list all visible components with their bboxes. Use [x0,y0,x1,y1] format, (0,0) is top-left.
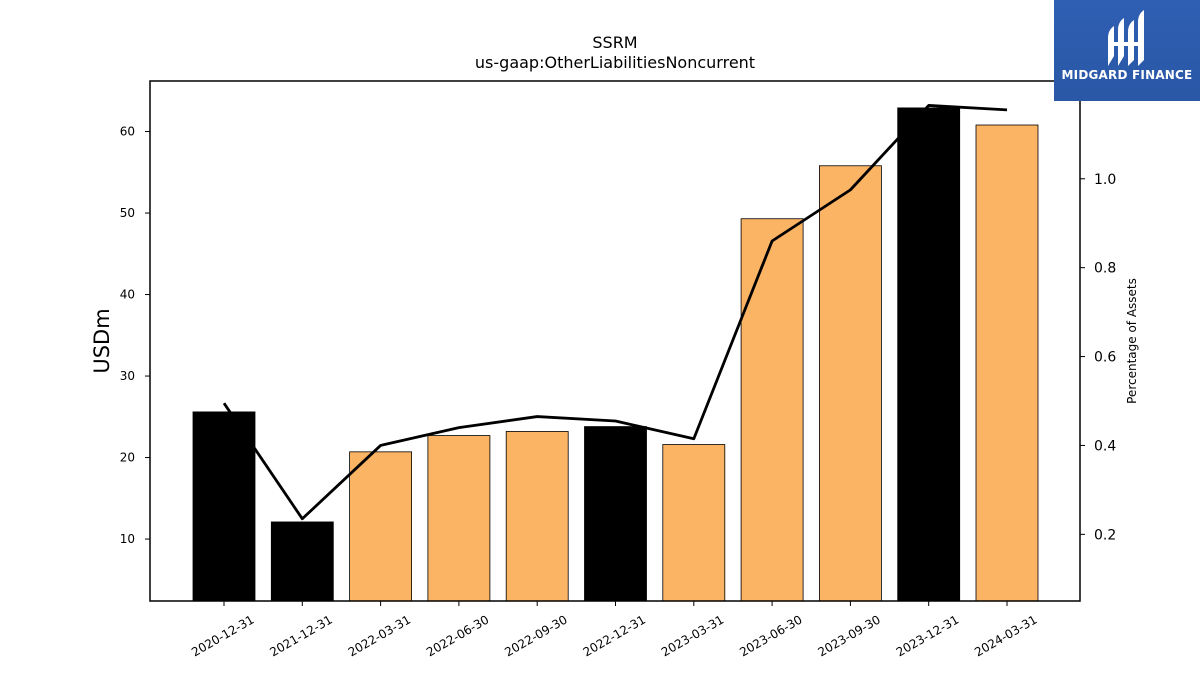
y-axis-label-left: USDm [90,308,114,373]
x-tick-label: 2022-09-30 [502,612,569,659]
x-tick-label: 2021-12-31 [267,612,334,659]
logo-text: MIDGARD FINANCE [1061,68,1193,82]
bar-2020-12-31 [192,411,256,602]
line-series [222,104,1008,521]
x-tick-label: 2022-03-31 [346,612,413,659]
y-tick-left-label: 60 [120,125,135,139]
y-tick-left-label: 40 [120,288,135,302]
bar-2023-09-30 [819,165,882,602]
bar-2022-03-31 [349,451,413,602]
x-tick-label: 2022-12-31 [581,612,648,659]
y-tick-right-label: 0.4 [1094,438,1116,454]
bar-2023-03-31 [662,444,726,602]
bar-2022-06-30 [427,435,491,602]
y-axis-label-right: Percentage of Assets [1125,278,1139,404]
x-tick-label: 2023-09-30 [815,612,882,659]
bar-2024-03-31 [975,124,1039,602]
logo-mark-icon [1108,10,1144,66]
x-tick-label: 2023-12-31 [894,612,961,659]
x-tick-label: 2023-06-30 [737,612,804,659]
bar-2023-06-30 [740,218,804,602]
y-tick-left-label: 50 [120,206,135,220]
x-tick-label: 2024-03-31 [972,612,1039,659]
y-tick-left-label: 10 [120,532,135,546]
x-tick-label: 2020-12-31 [189,612,256,659]
bar-2022-09-30 [505,431,569,602]
bars [192,107,1039,602]
y-tick-right-label: 0.2 [1094,527,1116,543]
bar-2022-12-31 [584,426,647,602]
y-axis-right: 0.2 0.4 0.6 0.8 1.0 [1080,172,1116,543]
y-tick-right-label: 0.6 [1094,350,1116,366]
x-tick-label: 2022-06-30 [424,612,491,659]
y-tick-left-label: 30 [120,369,135,383]
y-tick-right-label: 1.0 [1094,172,1116,188]
y-tick-right-label: 0.8 [1094,261,1116,277]
chart-title: SSRM [592,33,637,52]
bar-2023-12-31 [897,107,961,602]
line-path [222,104,1008,521]
midgard-finance-logo: MIDGARD FINANCE [1054,0,1200,101]
x-tick-label: 2023-03-31 [659,612,726,659]
x-axis: 2020-12-31 2021-12-31 2022-03-31 2022-06-30… [189,601,1040,659]
bar-2021-12-31 [270,521,334,602]
y-axis-left: 10 20 30 40 50 60 [120,125,150,546]
chart-subtitle: us-gaap:OtherLiabilitiesNoncurrent [475,53,755,72]
y-tick-left-label: 20 [120,451,135,465]
